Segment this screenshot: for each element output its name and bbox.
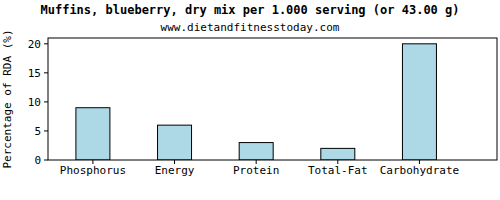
bar <box>321 148 355 160</box>
title: Muffins, blueberry, dry mix per 1.000 se… <box>40 3 459 17</box>
y-tick-label: 0 <box>34 154 41 167</box>
y-tick <box>44 101 48 102</box>
chart-root: Muffins, blueberry, dry mix per 1.000 se… <box>0 0 500 200</box>
x-tick-label: Protein <box>233 164 279 177</box>
plot-frame <box>48 38 497 160</box>
y-tick-label: 5 <box>34 125 41 138</box>
y-tick <box>44 72 48 73</box>
y-tick-label: 15 <box>28 67 41 80</box>
bar <box>158 125 192 160</box>
y-axis-label: Percentage of RDA (%) <box>1 29 14 168</box>
y-tick <box>44 43 48 44</box>
x-tick-label: Phosphorus <box>60 164 126 177</box>
x-tick-label: Carbohydrate <box>380 164 459 177</box>
x-tick-label: Energy <box>155 164 195 177</box>
y-tick <box>44 130 48 131</box>
x-tick-label: Total-Fat <box>308 164 368 177</box>
y-tick-label: 20 <box>28 38 41 51</box>
subtitle: www.dietandfitnesstoday.com <box>161 21 340 34</box>
bar <box>76 108 110 160</box>
bar <box>402 44 436 160</box>
bar <box>239 143 273 160</box>
y-tick-label: 10 <box>28 96 41 109</box>
y-tick <box>44 160 48 161</box>
chart-svg: Muffins, blueberry, dry mix per 1.000 se… <box>0 0 500 200</box>
bars <box>76 44 437 160</box>
